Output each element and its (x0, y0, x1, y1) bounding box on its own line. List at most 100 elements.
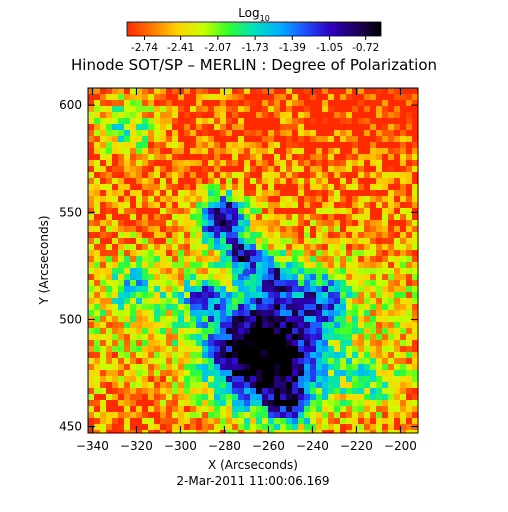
heatmap-cell (148, 400, 155, 407)
heatmap-cell (334, 142, 341, 149)
heatmap-cell (400, 418, 407, 425)
heatmap-cell (322, 418, 329, 425)
heatmap-cell (400, 112, 407, 119)
heatmap-cell (400, 388, 407, 395)
heatmap-cell (406, 148, 413, 155)
heatmap-cell (88, 286, 95, 293)
heatmap-cell (184, 412, 191, 419)
heatmap-cell (160, 136, 167, 143)
heatmap-cell (364, 382, 371, 389)
heatmap-cell (148, 244, 155, 251)
heatmap-cell (100, 178, 107, 185)
heatmap-cell (388, 358, 395, 365)
heatmap-cell (274, 196, 281, 203)
heatmap-cell (322, 88, 329, 95)
heatmap-cell (94, 256, 101, 263)
heatmap-cell (166, 364, 173, 371)
heatmap-cell (340, 316, 347, 323)
heatmap-cell (328, 118, 335, 125)
region-core (218, 212, 227, 221)
heatmap-cell (364, 400, 371, 407)
heatmap-cell (298, 214, 305, 221)
heatmap-cell (304, 364, 311, 371)
heatmap-cell (352, 382, 359, 389)
heatmap-cell (304, 124, 311, 131)
heatmap-cell (322, 376, 329, 383)
heatmap-cell (154, 352, 161, 359)
heatmap-cell (226, 424, 233, 431)
heatmap-cell (334, 220, 341, 227)
heatmap-cell (310, 130, 317, 137)
heatmap-cell (328, 148, 335, 155)
heatmap-cell (106, 280, 113, 287)
heatmap-cell (394, 202, 401, 209)
heatmap-cell (196, 328, 203, 335)
heatmap-cell (250, 118, 257, 125)
heatmap-cell (400, 154, 407, 161)
heatmap-cell (106, 190, 113, 197)
heatmap-cell (196, 304, 203, 311)
heatmap-cell (346, 274, 353, 281)
heatmap-cell (382, 154, 389, 161)
heatmap-cell (352, 160, 359, 167)
heatmap-cell (178, 166, 185, 173)
heatmap-cell (388, 268, 395, 275)
heatmap-cell (106, 268, 113, 275)
heatmap-cell (340, 190, 347, 197)
heatmap-cell (226, 172, 233, 179)
heatmap-cell (118, 94, 125, 101)
heatmap-cell (202, 172, 209, 179)
heatmap-cell (250, 268, 257, 275)
heatmap-cell (148, 268, 155, 275)
heatmap-cell (172, 412, 179, 419)
heatmap-cell (322, 352, 329, 359)
heatmap-cell (244, 280, 251, 287)
heatmap-cell (250, 250, 257, 257)
heatmap-cell (274, 352, 281, 359)
heatmap-cell (100, 268, 107, 275)
heatmap-cell (238, 172, 245, 179)
heatmap-cell (100, 322, 107, 329)
heatmap-cell (244, 154, 251, 161)
heatmap-cell (388, 124, 395, 131)
heatmap-cell (214, 316, 221, 323)
heatmap-cell (334, 424, 341, 431)
heatmap-cell (334, 310, 341, 317)
heatmap-cell (130, 220, 137, 227)
heatmap-cell (118, 316, 125, 323)
heatmap-cell (232, 214, 239, 221)
heatmap-cell (94, 388, 101, 395)
heatmap-cell (142, 148, 149, 155)
heatmap-cell (256, 112, 263, 119)
heatmap-cell (322, 172, 329, 179)
heatmap-cell (406, 166, 413, 173)
heatmap-cell (100, 208, 107, 215)
heatmap-cell (214, 124, 221, 131)
heatmap-cell (124, 328, 131, 335)
heatmap-cell (394, 292, 401, 299)
heatmap-cell (166, 226, 173, 233)
heatmap-cell (412, 256, 418, 263)
heatmap-cell (196, 412, 203, 419)
heatmap-cell (388, 334, 395, 341)
heatmap-cell (148, 274, 155, 281)
heatmap-cell (316, 94, 323, 101)
heatmap-cell (214, 418, 221, 425)
heatmap-cell (292, 370, 299, 377)
heatmap-cell (226, 124, 233, 131)
heatmap-cell (196, 190, 203, 197)
heatmap-cell (130, 316, 137, 323)
heatmap-cell (154, 286, 161, 293)
heatmap-cell (316, 250, 323, 257)
heatmap-cell (208, 244, 215, 251)
heatmap-cell (148, 430, 155, 433)
heatmap-cell (154, 262, 161, 269)
heatmap-cell (190, 166, 197, 173)
heatmap-cell (118, 106, 125, 113)
heatmap-cell (286, 124, 293, 131)
heatmap-cell (256, 346, 263, 353)
heatmap-cell (340, 424, 347, 431)
heatmap-cell (310, 154, 317, 161)
heatmap-cell (316, 172, 323, 179)
heatmap-cell (124, 256, 131, 263)
